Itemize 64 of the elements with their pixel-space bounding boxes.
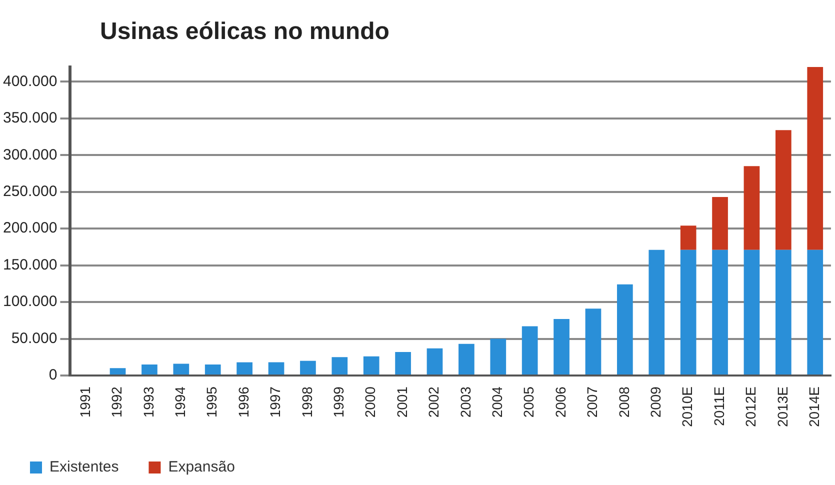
x-tick-label: 2008 bbox=[616, 386, 632, 418]
bar bbox=[522, 326, 538, 375]
x-tick-label: 2007 bbox=[584, 386, 600, 418]
y-tick-label: 150.000 bbox=[2, 256, 58, 274]
bar bbox=[775, 130, 792, 250]
bar bbox=[332, 357, 348, 375]
bar bbox=[585, 308, 602, 375]
legend-label: Existentes bbox=[50, 458, 119, 476]
x-tick-label: 2002 bbox=[426, 386, 442, 418]
y-tick-label: 300.000 bbox=[2, 146, 58, 164]
bar bbox=[648, 250, 665, 375]
x-tick-label: 1999 bbox=[330, 386, 347, 418]
bar bbox=[300, 360, 316, 375]
bar bbox=[426, 348, 443, 375]
bar bbox=[807, 250, 824, 375]
legend-label: Expansão bbox=[168, 458, 235, 476]
x-tick-label: 2014E bbox=[806, 386, 822, 427]
bar bbox=[744, 250, 760, 375]
x-tick-label: 1997 bbox=[267, 386, 284, 418]
bar bbox=[110, 368, 126, 375]
bar bbox=[807, 67, 824, 250]
y-tick-label: 350.000 bbox=[2, 110, 58, 127]
x-tick-label: 2011E bbox=[710, 386, 727, 426]
bar bbox=[712, 197, 728, 250]
x-tick-label: 1996 bbox=[235, 386, 252, 418]
x-tick-label: 1994 bbox=[172, 386, 188, 418]
bar bbox=[236, 362, 252, 375]
x-tick-label: 1998 bbox=[298, 386, 315, 418]
x-tick-label: 2010E bbox=[679, 386, 696, 427]
x-tick-label: 1992 bbox=[108, 386, 125, 418]
bar bbox=[395, 352, 411, 375]
bar bbox=[142, 364, 158, 375]
x-tick-label: 2005 bbox=[520, 386, 537, 418]
x-tick-label: 2003 bbox=[457, 386, 474, 418]
bar bbox=[712, 250, 728, 375]
bar bbox=[617, 284, 633, 375]
bar bbox=[363, 356, 380, 375]
chart-title: Usinas eólicas no mundo bbox=[100, 18, 390, 46]
x-tick-label: 2001 bbox=[394, 386, 410, 418]
bar bbox=[744, 166, 760, 250]
bar bbox=[775, 250, 792, 375]
y-tick-label: 400.000 bbox=[2, 72, 58, 90]
bar bbox=[268, 362, 284, 375]
bar bbox=[490, 338, 506, 375]
x-tick-label: 2012E bbox=[742, 386, 759, 427]
x-tick-label: 1995 bbox=[204, 386, 220, 418]
x-tick-label: 2006 bbox=[552, 386, 568, 418]
bar bbox=[680, 226, 696, 250]
x-tick-label: 2013E bbox=[774, 386, 790, 427]
bar bbox=[173, 364, 190, 375]
y-tick-label: 50.000 bbox=[11, 330, 58, 347]
bar bbox=[204, 364, 221, 375]
y-tick-label: 200.000 bbox=[2, 220, 58, 237]
x-tick-label: 2009 bbox=[647, 386, 664, 418]
x-tick-label: 1993 bbox=[140, 386, 156, 418]
x-tick-label: 2004 bbox=[489, 386, 505, 418]
x-tick-label: 2000 bbox=[362, 386, 378, 418]
x-tick-label: 1991 bbox=[76, 386, 93, 418]
y-tick-label: 250.000 bbox=[2, 183, 58, 200]
bar bbox=[458, 344, 474, 375]
y-tick-label: 100.000 bbox=[2, 293, 58, 310]
bar bbox=[680, 250, 696, 375]
bar bbox=[554, 318, 570, 375]
y-tick-label: 0 bbox=[48, 366, 58, 384]
